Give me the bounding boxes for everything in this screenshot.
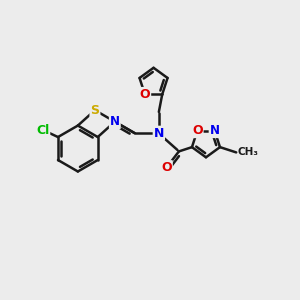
Text: N: N	[210, 124, 220, 137]
Text: O: O	[192, 124, 202, 137]
Text: S: S	[90, 104, 99, 117]
Text: N: N	[154, 127, 164, 140]
Text: O: O	[161, 161, 172, 174]
Text: Cl: Cl	[36, 124, 49, 137]
Text: N: N	[110, 115, 120, 128]
Text: CH₃: CH₃	[237, 147, 258, 158]
Text: O: O	[140, 88, 150, 101]
